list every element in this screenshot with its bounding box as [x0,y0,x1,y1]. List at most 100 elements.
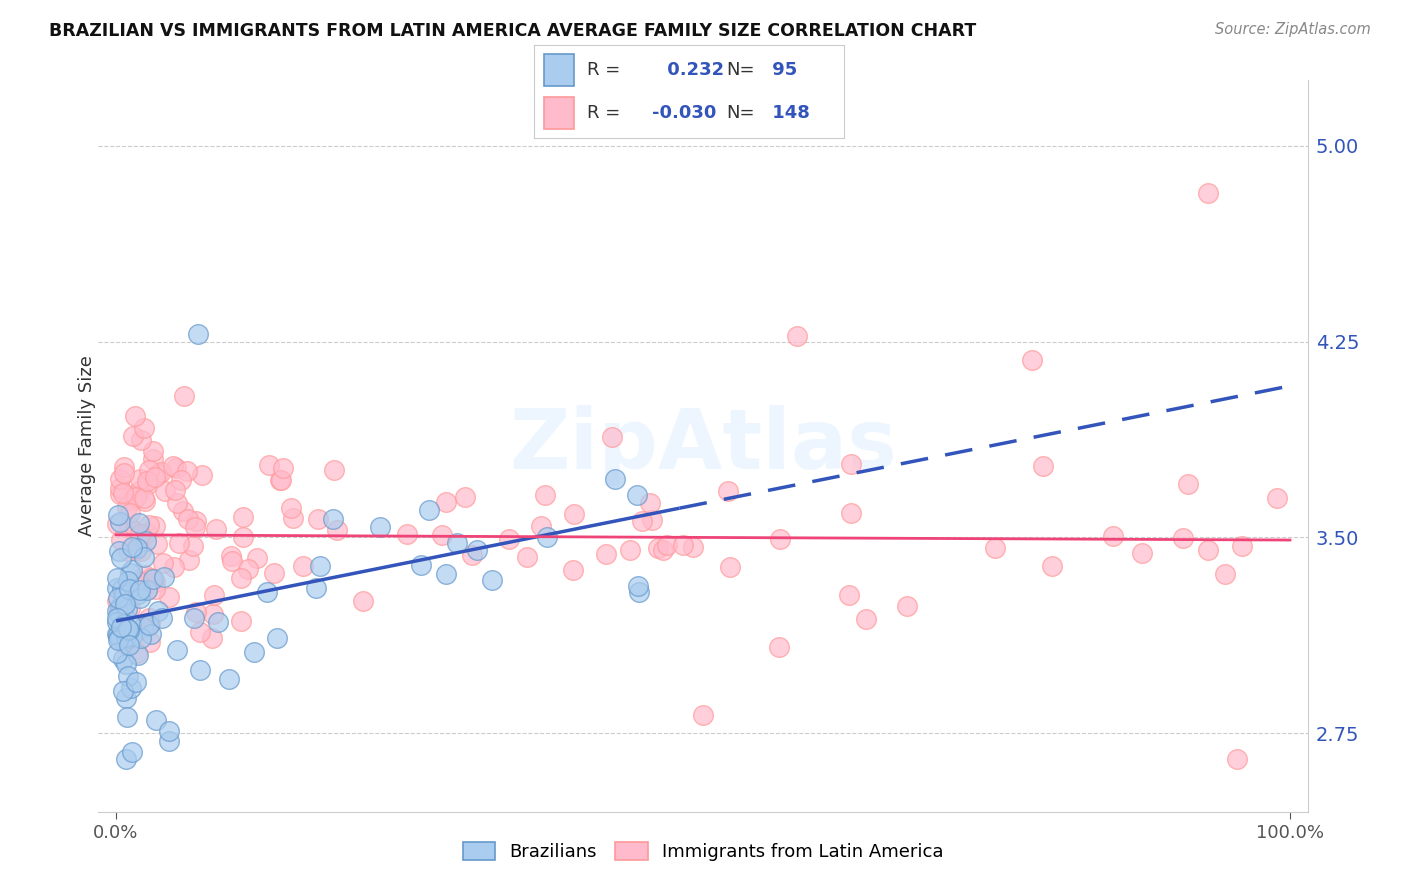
Point [139,634,162,648]
Point [352,594,374,608]
Point [263,566,285,581]
Point [322,512,344,526]
Point [418,503,440,517]
Point [107,591,129,605]
Point [165,460,187,475]
Point [595,547,617,561]
Point [107,628,129,642]
Point [135,534,157,549]
Point [1171,532,1194,546]
Point [105,594,128,608]
Text: R =: R = [586,61,620,78]
Text: 0.232: 0.232 [661,61,724,78]
Point [105,615,128,630]
FancyBboxPatch shape [544,54,575,86]
Point [269,473,291,487]
Point [124,490,146,504]
Point [110,487,132,501]
Point [141,571,163,585]
Point [172,504,194,518]
Point [187,326,209,341]
Point [839,506,862,520]
Point [236,562,259,576]
Point [115,691,138,706]
Point [143,574,166,589]
Point [107,607,129,621]
Point [692,708,714,723]
Point [121,629,143,643]
Point [434,495,457,509]
Point [162,458,184,473]
Point [128,484,150,499]
Point [191,468,214,483]
Point [1265,491,1288,505]
Point [395,526,418,541]
Point [124,542,146,557]
Point [118,631,141,645]
Point [108,481,131,495]
Text: -0.030: -0.030 [652,104,716,122]
FancyBboxPatch shape [544,97,575,129]
Point [139,616,162,631]
Point [136,617,159,632]
Point [717,483,740,498]
Point [143,582,166,596]
Point [1197,543,1219,558]
Point [271,461,294,475]
Point [118,566,141,581]
Point [184,606,207,620]
Point [107,508,129,522]
Point [111,683,134,698]
Point [111,652,134,666]
Point [117,622,139,636]
Point [124,675,146,690]
Point [122,524,145,538]
Point [202,588,225,602]
Point [167,535,190,549]
Text: ZipAtlas: ZipAtlas [509,406,897,486]
Legend: Brazilians, Immigrants from Latin America: Brazilians, Immigrants from Latin Americ… [456,835,950,869]
Point [108,604,131,618]
Text: BRAZILIAN VS IMMIGRANTS FROM LATIN AMERICA AVERAGE FAMILY SIZE CORRELATION CHART: BRAZILIAN VS IMMIGRANTS FROM LATIN AMERI… [49,22,976,40]
Point [308,559,330,574]
Point [112,486,135,500]
Point [157,724,180,739]
Point [145,714,167,728]
Point [1213,566,1236,581]
Point [769,532,792,546]
Point [536,530,558,544]
Point [105,571,128,585]
Point [183,539,205,553]
Point [984,541,1007,556]
Point [138,582,160,596]
Point [188,663,211,677]
Point [619,543,641,558]
Point [125,488,148,502]
Point [630,514,652,528]
Point [152,556,174,570]
Text: 148: 148 [766,104,810,122]
Point [454,490,477,504]
Point [139,626,162,640]
Point [221,554,243,568]
Point [134,568,156,582]
Point [1197,186,1219,200]
Point [132,549,155,564]
Point [112,608,135,623]
Point [118,518,141,533]
Point [179,553,201,567]
Point [117,582,139,596]
Point [138,611,160,625]
Point [105,610,128,624]
Point [142,443,165,458]
Point [718,560,741,574]
Point [148,605,170,619]
Point [207,615,229,629]
Point [122,429,145,443]
Point [115,601,138,615]
Point [150,611,173,625]
Point [131,434,153,448]
Point [110,630,132,644]
Point [638,496,661,510]
Point [111,582,134,597]
